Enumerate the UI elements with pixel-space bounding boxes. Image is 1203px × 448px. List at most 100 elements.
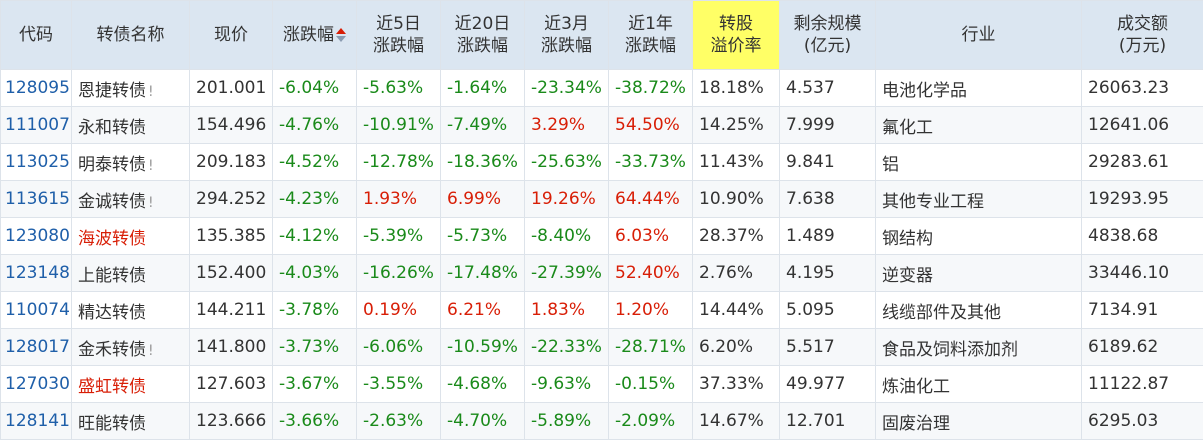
industry-cell: 铝 [875,143,1082,181]
price-cell: 294.252 [189,180,273,218]
change-cell: -3.73% [272,328,357,366]
bond-code-link[interactable]: 123148 [0,254,72,292]
warning-icon: ! [148,194,154,211]
industry-cell: 固废治理 [875,402,1082,440]
bond-code-link[interactable]: 113615 [0,180,72,218]
bond-name[interactable]: 上能转债 [78,265,146,286]
change-5d-cell: -3.55% [356,365,441,403]
bond-name[interactable]: 盛虹转债 [78,376,146,397]
col-header-premium-label-1: 转股 [719,14,753,34]
header-row: 代码 转债名称 现价 涨跌幅 近5日 涨跌幅 近20日 涨跌幅 近3月 涨跌幅 近1年… [0,0,1203,70]
premium-cell: 28.37% [692,217,780,255]
change-cell: -3.67% [272,365,357,403]
col-header-price[interactable]: 现价 [189,0,273,70]
bond-name[interactable]: 精达转债 [78,302,146,323]
change-cell: -4.03% [272,254,357,292]
change-5d-cell: -6.06% [356,328,441,366]
industry-cell: 炼油化工 [875,365,1082,403]
bond-code-link[interactable]: 128141 [0,402,72,440]
bond-name[interactable]: 旺能转债 [78,413,146,434]
change-cell: -4.12% [272,217,357,255]
col-header-volume-label-1: 成交额 [1117,14,1168,34]
bond-name[interactable]: 永和转债 [78,117,146,138]
scale-cell: 4.195 [779,254,876,292]
col-header-scale[interactable]: 剩余规模 (亿元) [779,0,876,70]
price-cell: 135.385 [189,217,273,255]
premium-cell: 18.18% [692,69,780,107]
change-3m-cell: 19.26% [524,180,609,218]
table-row: 127030 盛虹转债 127.603 -3.67% -3.55% -4.68%… [0,365,1203,403]
change-1y-cell: -28.71% [608,328,693,366]
bond-name-cell[interactable]: 盛虹转债 [71,365,190,403]
price-cell: 154.496 [189,106,273,144]
col-header-3m-label-1: 近3月 [544,14,589,34]
volume-cell: 6189.62 [1081,328,1203,366]
scale-cell: 7.638 [779,180,876,218]
industry-cell: 其他专业工程 [875,180,1082,218]
industry-cell: 逆变器 [875,254,1082,292]
change-20d-cell: -4.68% [440,365,525,403]
bond-code-link[interactable]: 128017 [0,328,72,366]
industry-cell: 线缆部件及其他 [875,291,1082,329]
change-cell: -3.66% [272,402,357,440]
change-20d-cell: 6.99% [440,180,525,218]
bond-code-link[interactable]: 127030 [0,365,72,403]
col-header-code-label: 代码 [19,25,53,45]
scale-cell: 12.701 [779,402,876,440]
premium-cell: 11.43% [692,143,780,181]
bond-name-cell[interactable]: 精达转债 [71,291,190,329]
col-header-5d-label-1: 近5日 [376,14,421,34]
bond-code-link[interactable]: 110074 [0,291,72,329]
industry-cell: 钢结构 [875,217,1082,255]
bond-name-cell[interactable]: 恩捷转债! [71,69,190,107]
volume-cell: 29283.61 [1081,143,1203,181]
bond-name-cell[interactable]: 金禾转债! [71,328,190,366]
industry-cell: 氟化工 [875,106,1082,144]
col-header-volume[interactable]: 成交额 (万元) [1081,0,1203,70]
col-header-1y-label-2: 涨跌幅 [625,36,676,56]
bond-name-cell[interactable]: 海波转债 [71,217,190,255]
col-header-price-label: 现价 [214,25,248,45]
bond-code-link[interactable]: 128095 [0,69,72,107]
col-header-20d-label-2: 涨跌幅 [457,36,508,56]
scale-cell: 4.537 [779,69,876,107]
col-header-1y[interactable]: 近1年 涨跌幅 [608,0,693,70]
bond-name[interactable]: 恩捷转债 [78,80,146,101]
bond-code-link[interactable]: 111007 [0,106,72,144]
col-header-3m[interactable]: 近3月 涨跌幅 [524,0,609,70]
bond-code-link[interactable]: 123080 [0,217,72,255]
col-header-1y-label-1: 近1年 [628,14,673,34]
bond-name-cell[interactable]: 上能转债 [71,254,190,292]
table-row: 111007 永和转债 154.496 -4.76% -10.91% -7.49… [0,106,1203,144]
bond-name-cell[interactable]: 永和转债 [71,106,190,144]
change-1y-cell: -2.09% [608,402,693,440]
col-header-20d-label-1: 近20日 [454,14,511,34]
bond-name-cell[interactable]: 金诚转债! [71,180,190,218]
change-3m-cell: -8.40% [524,217,609,255]
col-header-premium[interactable]: 转股 溢价率 [692,0,780,70]
change-20d-cell: 6.21% [440,291,525,329]
sort-arrows-icon[interactable] [336,28,346,42]
scale-cell: 49.977 [779,365,876,403]
scale-cell: 9.841 [779,143,876,181]
col-header-industry[interactable]: 行业 [875,0,1082,70]
change-1y-cell: 6.03% [608,217,693,255]
bond-name-cell[interactable]: 旺能转债 [71,402,190,440]
volume-cell: 19293.95 [1081,180,1203,218]
col-header-name[interactable]: 转债名称 [71,0,190,70]
volume-cell: 33446.10 [1081,254,1203,292]
bond-name[interactable]: 海波转债 [78,228,146,249]
col-header-5d[interactable]: 近5日 涨跌幅 [356,0,441,70]
bond-name[interactable]: 明泰转债 [78,154,146,175]
col-header-20d[interactable]: 近20日 涨跌幅 [440,0,525,70]
change-5d-cell: 0.19% [356,291,441,329]
bond-name-cell[interactable]: 明泰转债! [71,143,190,181]
col-header-scale-label-1: 剩余规模 [793,14,862,34]
col-header-code[interactable]: 代码 [0,0,72,70]
bond-code-link[interactable]: 113025 [0,143,72,181]
col-header-change[interactable]: 涨跌幅 [272,0,357,70]
bond-name[interactable]: 金诚转债 [78,191,146,212]
bond-name[interactable]: 金禾转债 [78,339,146,360]
table-row: 128095 恩捷转债! 201.001 -6.04% -5.63% -1.64… [0,69,1203,107]
volume-cell: 6295.03 [1081,402,1203,440]
